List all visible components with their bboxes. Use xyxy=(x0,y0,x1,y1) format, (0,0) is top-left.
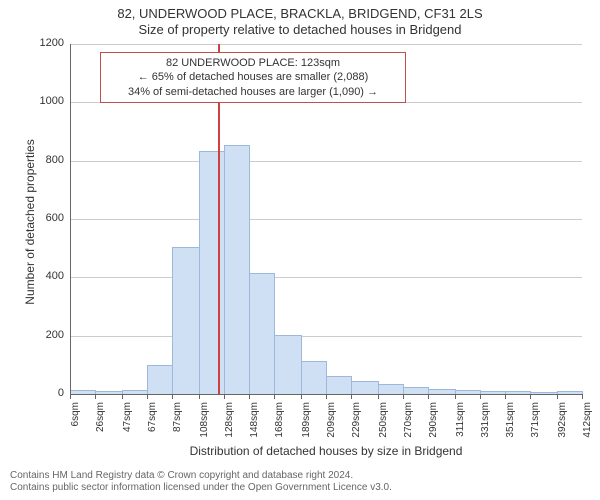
x-tick-label: 67sqm xyxy=(147,402,158,442)
x-tick-label: 26sqm xyxy=(95,402,106,442)
annotation-line3: 34% of semi-detached houses are larger (… xyxy=(107,85,399,99)
histogram-bar xyxy=(147,365,173,394)
x-tick-label: 331sqm xyxy=(480,402,491,442)
x-axis-label: Distribution of detached houses by size … xyxy=(70,444,582,458)
annotation-line1: 82 UNDERWOOD PLACE: 123sqm xyxy=(107,56,399,70)
x-tick-label: 209sqm xyxy=(326,402,337,442)
histogram-bar xyxy=(249,273,275,394)
x-tick-label: 229sqm xyxy=(351,402,362,442)
chart-container: 82, UNDERWOOD PLACE, BRACKLA, BRIDGEND, … xyxy=(0,0,600,500)
y-tick-label: 1000 xyxy=(26,95,64,107)
x-tick-label: 148sqm xyxy=(249,402,260,442)
footer: Contains HM Land Registry data © Crown c… xyxy=(10,470,392,494)
x-tick-label: 311sqm xyxy=(455,402,466,442)
histogram-bar xyxy=(378,384,404,394)
x-tick-label: 351sqm xyxy=(505,402,516,442)
footer-line1: Contains HM Land Registry data © Crown c… xyxy=(10,470,392,482)
histogram-bar xyxy=(199,151,225,394)
y-tick-label: 0 xyxy=(26,387,64,399)
subtitle: Size of property relative to detached ho… xyxy=(0,21,600,37)
y-tick-label: 200 xyxy=(26,329,64,341)
histogram-bar xyxy=(301,361,327,394)
y-axis xyxy=(70,44,71,394)
y-tick-label: 800 xyxy=(26,154,64,166)
gridline xyxy=(70,44,582,45)
x-tick-label: 47sqm xyxy=(122,402,133,442)
histogram-bar xyxy=(403,387,429,394)
x-tick-label: 189sqm xyxy=(301,402,312,442)
x-tick-label: 128sqm xyxy=(224,402,235,442)
gridline xyxy=(70,336,582,337)
x-tick-label: 87sqm xyxy=(172,402,183,442)
histogram-bar xyxy=(326,376,352,395)
histogram-bar xyxy=(172,247,199,394)
x-tick-label: 6sqm xyxy=(70,402,81,442)
annotation-box: 82 UNDERWOOD PLACE: 123sqm ← 65% of deta… xyxy=(100,52,406,103)
y-tick-label: 1200 xyxy=(26,37,64,49)
x-tick-label: 392sqm xyxy=(557,402,568,442)
x-tick-label: 108sqm xyxy=(199,402,210,442)
gridline xyxy=(70,161,582,162)
gridline xyxy=(70,219,582,220)
x-tick-label: 250sqm xyxy=(378,402,389,442)
x-tick-label: 412sqm xyxy=(582,402,593,442)
gridline xyxy=(70,277,582,278)
x-tick xyxy=(582,394,583,399)
address-title: 82, UNDERWOOD PLACE, BRACKLA, BRIDGEND, … xyxy=(0,0,600,21)
footer-line2: Contains public sector information licen… xyxy=(10,482,392,494)
histogram-bar xyxy=(351,381,378,394)
annotation-line2: ← 65% of detached houses are smaller (2,… xyxy=(107,70,399,84)
histogram-bar xyxy=(274,335,301,394)
x-tick-label: 371sqm xyxy=(530,402,541,442)
histogram-bar xyxy=(224,145,250,394)
y-tick-label: 400 xyxy=(26,270,64,282)
x-tick-label: 270sqm xyxy=(403,402,414,442)
x-tick-label: 168sqm xyxy=(274,402,285,442)
x-tick-label: 290sqm xyxy=(428,402,439,442)
x-axis xyxy=(70,394,582,395)
y-tick-label: 600 xyxy=(26,212,64,224)
